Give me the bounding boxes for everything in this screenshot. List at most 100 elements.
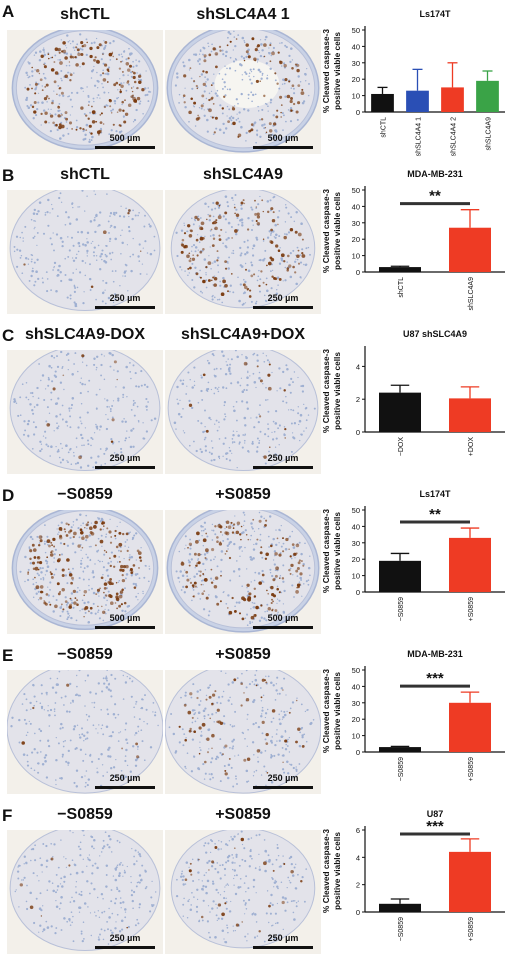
x-tick-label: +S0859 [468, 597, 475, 621]
y-tick-label: 20 [352, 75, 360, 84]
bar [449, 398, 491, 432]
x-tick-label: shCTL [398, 277, 405, 298]
left-image-title: −S0859 [57, 646, 113, 663]
y-tick-label: 10 [352, 92, 360, 101]
left-image-title: shSLC4A9-DOX [24, 326, 146, 343]
left-micrograph [7, 350, 163, 474]
bar [379, 267, 421, 272]
y-tick-label: 50 [352, 186, 360, 195]
bar [449, 851, 491, 912]
x-tick-label: −S0859 [398, 597, 405, 621]
right-image-title: +S0859 [215, 486, 271, 503]
right-image-title: +S0859 [215, 806, 271, 823]
significance-label: ** [429, 506, 441, 523]
scale-bar-label-left: 500 µm [109, 613, 141, 623]
x-tick-label: −DOX [398, 437, 405, 457]
right-micrograph [165, 30, 321, 154]
left-micrograph [7, 190, 163, 314]
y-tick-label: 50 [352, 26, 360, 35]
micrograph-image [165, 510, 321, 634]
chart-title: Ls174T [419, 489, 451, 499]
bar [449, 227, 491, 272]
bar [371, 93, 394, 112]
significance-label: ** [429, 188, 441, 205]
bar-chart: Ls174T % Cleaved caspase-3positive viable… [321, 9, 505, 156]
x-tick-label: shCTL [381, 117, 388, 138]
micrograph-image [7, 190, 163, 314]
y-tick-label: 10 [352, 252, 360, 261]
x-tick-label: shSLC4A4 1 [416, 117, 423, 156]
y-tick-label: 4 [356, 362, 360, 371]
micrograph-image [7, 30, 163, 154]
chart-title: Ls174T [419, 9, 451, 19]
y-tick-label: 20 [352, 235, 360, 244]
y-tick-label: 50 [352, 666, 360, 675]
right-micrograph [165, 670, 321, 794]
scale-bar-label-right: 250 µm [267, 933, 299, 943]
scale-bar-label-left: 250 µm [109, 293, 141, 303]
panel-letter: A [2, 2, 15, 21]
scale-bar-label-right: 500 µm [267, 133, 299, 143]
right-micrograph [165, 350, 321, 474]
y-tick-label: 10 [352, 572, 360, 581]
bar [379, 903, 421, 912]
x-tick-label: +DOX [468, 437, 475, 457]
y-tick-label: 0 [356, 108, 360, 117]
bar-chart: MDA-MB-231 % Cleaved caspase-3positive vi… [321, 169, 505, 311]
scale-bar-label-right: 250 µm [267, 293, 299, 303]
bar [379, 392, 421, 432]
y-tick-label: 30 [352, 699, 360, 708]
scale-bar-label-right: 250 µm [267, 453, 299, 463]
micrograph-image [7, 350, 163, 474]
bar-chart: Ls174T % Cleaved caspase-3positive viable… [321, 489, 505, 621]
figure-panel: D −S0859 +S0859 500 µm 500 µm Ls174T % Cleaved… [0, 480, 520, 640]
scale-bar-label-left: 250 µm [109, 773, 141, 783]
panel-letter: C [2, 326, 15, 345]
x-tick-label: −S0859 [398, 757, 405, 781]
micrograph-image [165, 190, 321, 314]
right-micrograph [165, 510, 321, 634]
y-tick-label: 0 [356, 588, 360, 597]
y-tick-label: 30 [352, 539, 360, 548]
panel-letter: B [2, 166, 15, 185]
bar-chart: MDA-MB-231 % Cleaved caspase-3positive vi… [321, 649, 505, 781]
x-tick-label: shSLC4A9 [486, 117, 493, 151]
x-tick-label: shSLC4A4 2 [451, 117, 458, 156]
y-tick-label: 30 [352, 219, 360, 228]
left-image-title: shCTL [60, 166, 110, 183]
y-tick-label: 0 [356, 428, 360, 437]
y-tick-label: 0 [356, 908, 360, 917]
y-axis-label: % Cleaved caspase-3positive viable cells [321, 189, 342, 273]
y-axis-label: % Cleaved caspase-3positive viable cells [321, 349, 342, 433]
micrograph-image [165, 350, 321, 474]
y-tick-label: 2 [356, 881, 360, 890]
y-tick-label: 40 [352, 682, 360, 691]
y-tick-label: 2 [356, 395, 360, 404]
chart-title: U87 [427, 809, 444, 819]
left-micrograph [7, 30, 163, 154]
chart-title: MDA-MB-231 [407, 649, 463, 659]
significance-label: *** [426, 818, 444, 835]
left-micrograph [7, 830, 163, 954]
panel-letter: F [2, 806, 13, 825]
chart-title: U87 shSLC4A9 [403, 329, 467, 339]
right-micrograph [165, 190, 321, 314]
figure-panel: E −S0859 +S0859 250 µm 250 µm MDA-MB-231 % Cle… [0, 640, 520, 800]
right-image-title: shSLC4A4 1 [196, 6, 290, 23]
y-tick-label: 20 [352, 715, 360, 724]
x-tick-label: shSLC4A9 [468, 277, 475, 311]
micrograph-image [165, 670, 321, 794]
y-tick-label: 40 [352, 202, 360, 211]
micrograph-image [7, 670, 163, 794]
bar [449, 537, 491, 592]
left-image-title: shCTL [60, 6, 110, 23]
scale-bar-label-right: 250 µm [267, 773, 299, 783]
scale-bar-label-left: 250 µm [109, 453, 141, 463]
y-axis-label: % Cleaved caspase-3positive viable cells [321, 29, 342, 113]
bar [406, 90, 429, 112]
scale-bar-label-left: 250 µm [109, 933, 141, 943]
y-tick-label: 50 [352, 506, 360, 515]
